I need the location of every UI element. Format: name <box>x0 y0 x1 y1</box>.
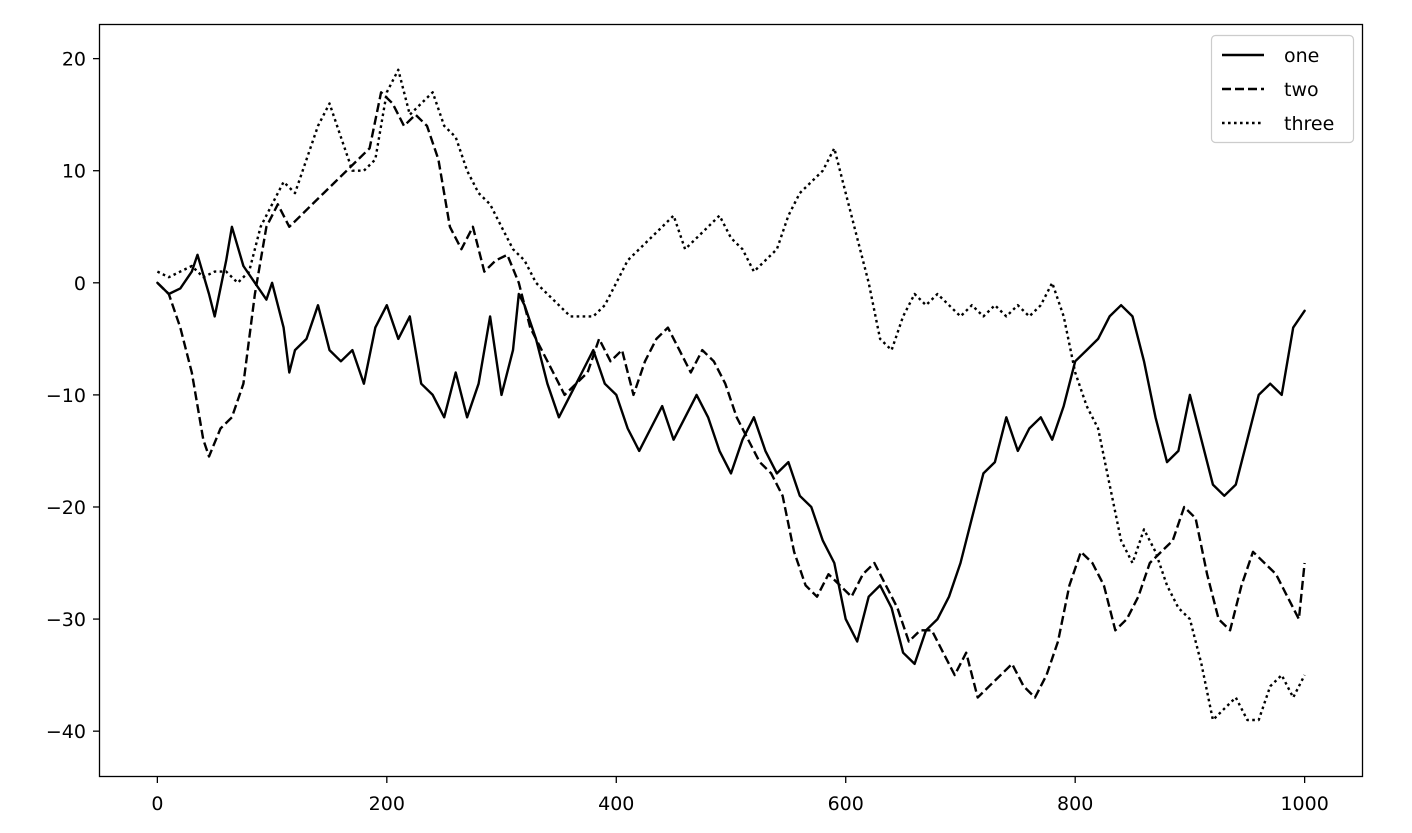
y-axis: 20 10 0 −10 −20 −30 −40 <box>46 49 100 743</box>
x-tick-label: 200 <box>369 793 405 815</box>
plot-frame <box>98 23 1364 778</box>
series-line-three <box>156 68 1306 722</box>
legend-label-one: one <box>1284 45 1319 67</box>
y-tick-label: −20 <box>46 497 86 519</box>
y-tick-label: 0 <box>74 273 86 295</box>
series-line-two <box>156 91 1306 699</box>
legend-box <box>1210 34 1355 144</box>
x-tick-label: 1000 <box>1280 793 1328 815</box>
x-tick-label: 800 <box>1057 793 1093 815</box>
y-tick-label: 20 <box>62 49 86 71</box>
legend-label-two: two <box>1284 79 1319 101</box>
x-tick-label: 400 <box>598 793 634 815</box>
legend-label-three: three <box>1284 113 1334 135</box>
series-line-one <box>156 225 1306 666</box>
series-layer <box>156 68 1306 722</box>
x-tick-label: 0 <box>151 793 163 815</box>
y-tick-label: 10 <box>62 161 86 183</box>
x-tick-label: 600 <box>828 793 864 815</box>
x-axis: 0 200 400 600 800 1000 <box>151 776 1329 815</box>
y-tick-label: −40 <box>46 721 86 743</box>
y-tick-label: −30 <box>46 609 86 631</box>
y-tick-label: −10 <box>46 385 86 407</box>
legend: one two three <box>1210 34 1355 144</box>
